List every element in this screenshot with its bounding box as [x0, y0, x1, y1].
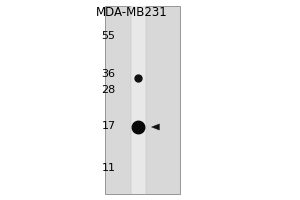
Bar — [130, 6, 146, 194]
Text: MDA-MB231: MDA-MB231 — [96, 6, 168, 19]
Polygon shape — [152, 124, 159, 130]
Text: 36: 36 — [101, 69, 116, 79]
Bar — [105, 6, 180, 194]
Text: 11: 11 — [101, 163, 116, 173]
Text: 55: 55 — [101, 31, 116, 41]
Text: 28: 28 — [101, 85, 116, 95]
Text: 17: 17 — [101, 121, 116, 131]
